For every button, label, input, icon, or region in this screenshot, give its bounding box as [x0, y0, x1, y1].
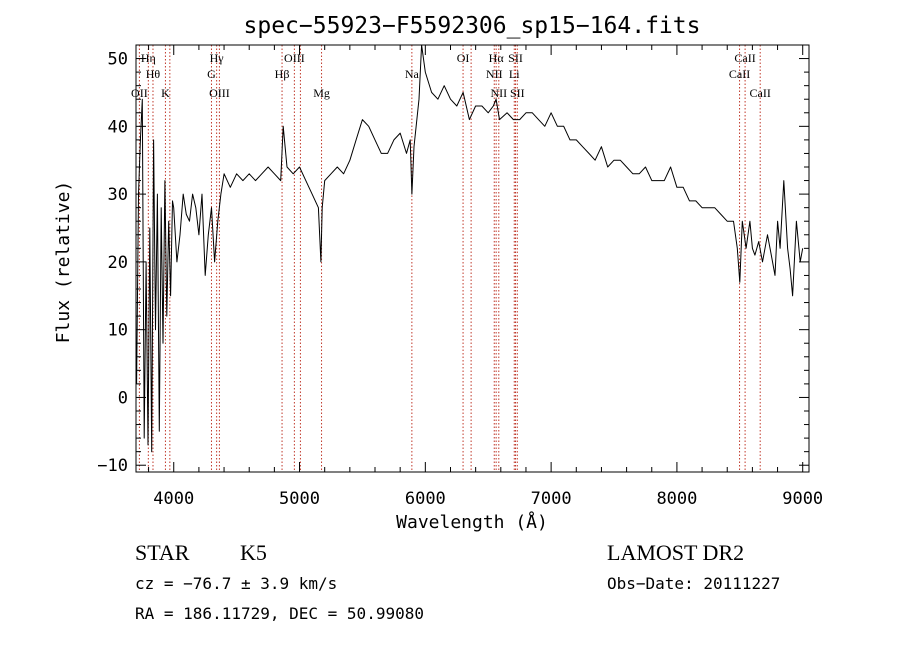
line-label-19: SII: [508, 51, 523, 65]
y-axis-label: Flux (relative): [53, 181, 74, 344]
line-label-12: Na: [405, 67, 420, 81]
line-label-7: OIII: [209, 86, 230, 100]
plot-frame: [135, 44, 810, 473]
line-label-6: Hγ: [210, 51, 225, 65]
y-tick-label-4: 30: [108, 185, 128, 205]
x-tick-label-1: 5000: [279, 489, 320, 509]
x-tick-label-0: 4000: [153, 489, 194, 509]
x-tick-label-5: 9000: [782, 489, 823, 509]
line-label-22: CaII: [734, 51, 755, 65]
line-label-20: SII: [510, 86, 525, 100]
line-label-13: OI: [457, 51, 470, 65]
line-label-8: Hβ: [275, 67, 290, 81]
x-tick-label-2: 6000: [405, 489, 446, 509]
y-tick-label-6: 50: [108, 50, 128, 70]
axis-ticks: 4000 5000 6000 7000 8000 9000 −10 0 10 20 30 40 50: [97, 45, 823, 509]
spectral-line-markers: [138, 45, 761, 472]
line-label-0: OII: [131, 86, 148, 100]
line-label-5: G: [207, 67, 216, 81]
line-label-15: NII: [486, 67, 503, 81]
spectrum-line-0: [136, 44, 804, 453]
line-label-3: K: [161, 86, 170, 100]
line-label-17: NII: [490, 86, 507, 100]
y-tick-label-5: 40: [108, 117, 128, 137]
spectrum-series: [136, 44, 804, 453]
line-label-21: CaII: [729, 67, 750, 81]
x-axis-label: Wavelength (Å): [396, 511, 548, 533]
line-label-9: OIII: [284, 51, 305, 65]
x-tick-label-3: 7000: [531, 489, 572, 509]
y-tick-label-2: 10: [108, 321, 128, 341]
coordinates: RA = 186.11729, DEC = 50.99080: [135, 604, 424, 623]
x-tick-label-4: 8000: [656, 489, 697, 509]
y-tick-label-0: −10: [97, 456, 128, 476]
object-subclass: K5: [240, 540, 267, 565]
line-label-1: Hη: [141, 51, 156, 65]
obs-date: Obs−Date: 20111227: [607, 574, 781, 593]
redshift-cz: cz = −76.7 ± 3.9 km/s: [135, 574, 338, 593]
chart-title: spec−55923−F5592306_sp15−164.fits: [244, 13, 701, 39]
line-label-23: CaII: [750, 86, 771, 100]
y-tick-label-1: 0: [118, 388, 128, 408]
line-label-2: Hθ: [146, 67, 161, 81]
spectral-line-labels: OIIHηHθKGHγOIIIHβOIIIMgNaOINIIHαNIILiSII…: [131, 51, 771, 100]
line-label-18: Li: [509, 67, 520, 81]
object-class: STAR: [135, 540, 190, 565]
line-label-11: Mg: [313, 86, 330, 100]
line-label-16: Hα: [489, 51, 505, 65]
y-tick-label-3: 20: [108, 253, 128, 273]
survey-name: LAMOST DR2: [607, 540, 745, 565]
